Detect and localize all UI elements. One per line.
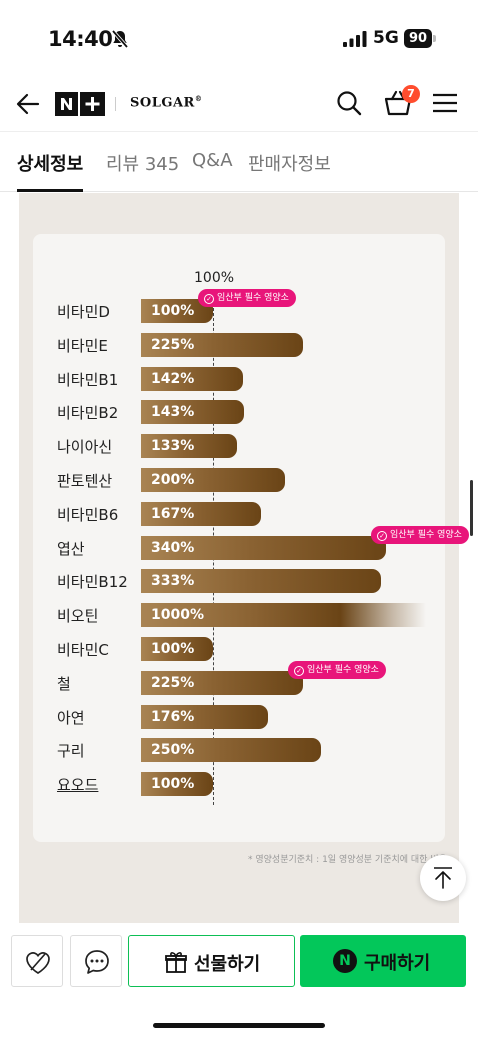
battery-level: 90: [404, 29, 432, 48]
signal-icon: [343, 31, 367, 47]
nutrient-bar: 200%: [141, 468, 285, 492]
reference-label: 100%: [194, 270, 235, 286]
badge-text: 임산부 필수 영양소: [307, 665, 379, 675]
nutrient-label[interactable]: 요오드: [57, 776, 99, 794]
nutrient-value: 100%: [151, 641, 195, 657]
nutrient-value: 143%: [151, 404, 195, 420]
pregnancy-essential-badge: ✓ 임산부 필수 영양소: [371, 526, 469, 544]
back-arrow-icon[interactable]: [14, 90, 42, 118]
nutrient-label: 비타민E: [57, 337, 108, 355]
brand-mark: ®: [194, 94, 203, 103]
buy-button-label: 구매하기: [364, 953, 431, 974]
nutrient-label: 아연: [57, 709, 85, 727]
gift-icon: [165, 952, 187, 973]
nutrient-value: 340%: [151, 540, 195, 556]
arrow-up-icon: [434, 867, 452, 889]
battery-icon: [433, 35, 436, 42]
pregnancy-essential-badge: ✓ 임산부 필수 영양소: [198, 289, 296, 307]
badge-text: 임산부 필수 영양소: [217, 293, 289, 303]
home-indicator: [153, 1023, 325, 1028]
nutrient-bar: 142%: [141, 367, 243, 391]
wishlist-button[interactable]: [11, 935, 63, 987]
nutrient-bar: 1000%: [141, 603, 426, 627]
network-type: 5G: [373, 28, 399, 48]
nplus-logo-icon[interactable]: [55, 92, 105, 116]
nutrient-label: 판토텐산: [57, 472, 113, 490]
nutrient-value: 200%: [151, 472, 195, 488]
nutrient-label: 비타민C: [57, 641, 109, 659]
nutrient-label: 비타민D: [57, 303, 110, 321]
nutrient-label: 나이아신: [57, 438, 113, 456]
brand-name[interactable]: SOLGAR®: [130, 94, 202, 110]
brand-text: SOLGAR: [130, 95, 195, 111]
check-circle-icon: ✓: [204, 294, 214, 304]
nutrient-value: 167%: [151, 506, 195, 522]
app-header: SOLGAR® 7: [0, 78, 478, 132]
tab-qna[interactable]: Q&A: [192, 150, 233, 171]
chat-bubble-icon: [85, 950, 109, 974]
nutrient-value: 225%: [151, 337, 195, 353]
chart-footnote: * 영양성분기준치 : 1일 영양성분 기준치에 대한 비율: [248, 855, 447, 865]
nutrient-value: 333%: [151, 573, 195, 589]
nutrient-value: 225%: [151, 675, 195, 691]
nutrient-bar: 340%: [141, 536, 386, 560]
nutrient-bar: 167%: [141, 502, 261, 526]
cart-count-badge: 7: [402, 85, 420, 103]
nutrient-label: 엽산: [57, 540, 85, 558]
nutrient-value: 133%: [151, 438, 195, 454]
nutrient-value: 176%: [151, 709, 195, 725]
nutrient-label: 비타민B12: [57, 573, 128, 591]
status-time: 14:40: [48, 27, 113, 51]
tab-seller-info[interactable]: 판매자정보: [248, 154, 331, 175]
scroll-to-top-button[interactable]: [420, 855, 466, 901]
nutrient-value: 1000%: [151, 607, 204, 623]
badge-text: 임산부 필수 영양소: [390, 530, 462, 540]
nutrient-bar: 133%: [141, 434, 237, 458]
nutrient-bar: 225%: [141, 333, 303, 357]
nutrient-label: 비오틴: [57, 607, 99, 625]
search-icon[interactable]: [335, 89, 363, 117]
gift-button[interactable]: 선물하기: [128, 935, 295, 987]
nutrient-bar: 225%: [141, 671, 303, 695]
nutrient-label: 비타민B2: [57, 404, 119, 422]
product-tabs: 상세정보 리뷰 345 Q&A 판매자정보: [0, 133, 478, 192]
status-bar: 14:40 5G 90: [0, 0, 478, 78]
nutrient-value: 250%: [151, 742, 195, 758]
bottom-action-bar: 선물하기 N 구매하기: [0, 923, 478, 1040]
heart-icon: [26, 952, 50, 974]
tab-reviews[interactable]: 리뷰 345: [106, 154, 180, 175]
nutrient-bar: 100%: [141, 637, 213, 661]
nutrient-bar: 143%: [141, 400, 244, 424]
nutrient-bar: 333%: [141, 569, 381, 593]
nutrient-bar: 250%: [141, 738, 321, 762]
nutrient-value: 100%: [151, 303, 195, 319]
scroll-indicator[interactable]: [470, 480, 473, 536]
pregnancy-essential-badge: ✓ 임산부 필수 영양소: [288, 661, 386, 679]
hamburger-menu-icon[interactable]: [432, 91, 458, 115]
check-circle-icon: ✓: [294, 666, 304, 676]
check-circle-icon: ✓: [377, 531, 387, 541]
nutrient-label: 비타민B1: [57, 371, 119, 389]
nutrient-value: 142%: [151, 371, 195, 387]
buy-button[interactable]: N 구매하기: [300, 935, 466, 987]
nutrient-value: 100%: [151, 776, 195, 792]
chat-button[interactable]: [70, 935, 122, 987]
bell-muted-icon: [111, 29, 129, 49]
nutrient-bar: 176%: [141, 705, 268, 729]
tab-detail[interactable]: 상세정보: [17, 154, 84, 175]
header-divider: [115, 97, 116, 111]
gift-button-label: 선물하기: [194, 954, 261, 975]
naverpay-n-icon: N: [333, 949, 357, 973]
nutrient-bar: 100%: [141, 772, 213, 796]
active-tab-underline: [17, 189, 83, 192]
nutrient-label: 구리: [57, 742, 85, 760]
nutrient-label: 철: [57, 675, 71, 693]
nutrient-label: 비타민B6: [57, 506, 119, 524]
